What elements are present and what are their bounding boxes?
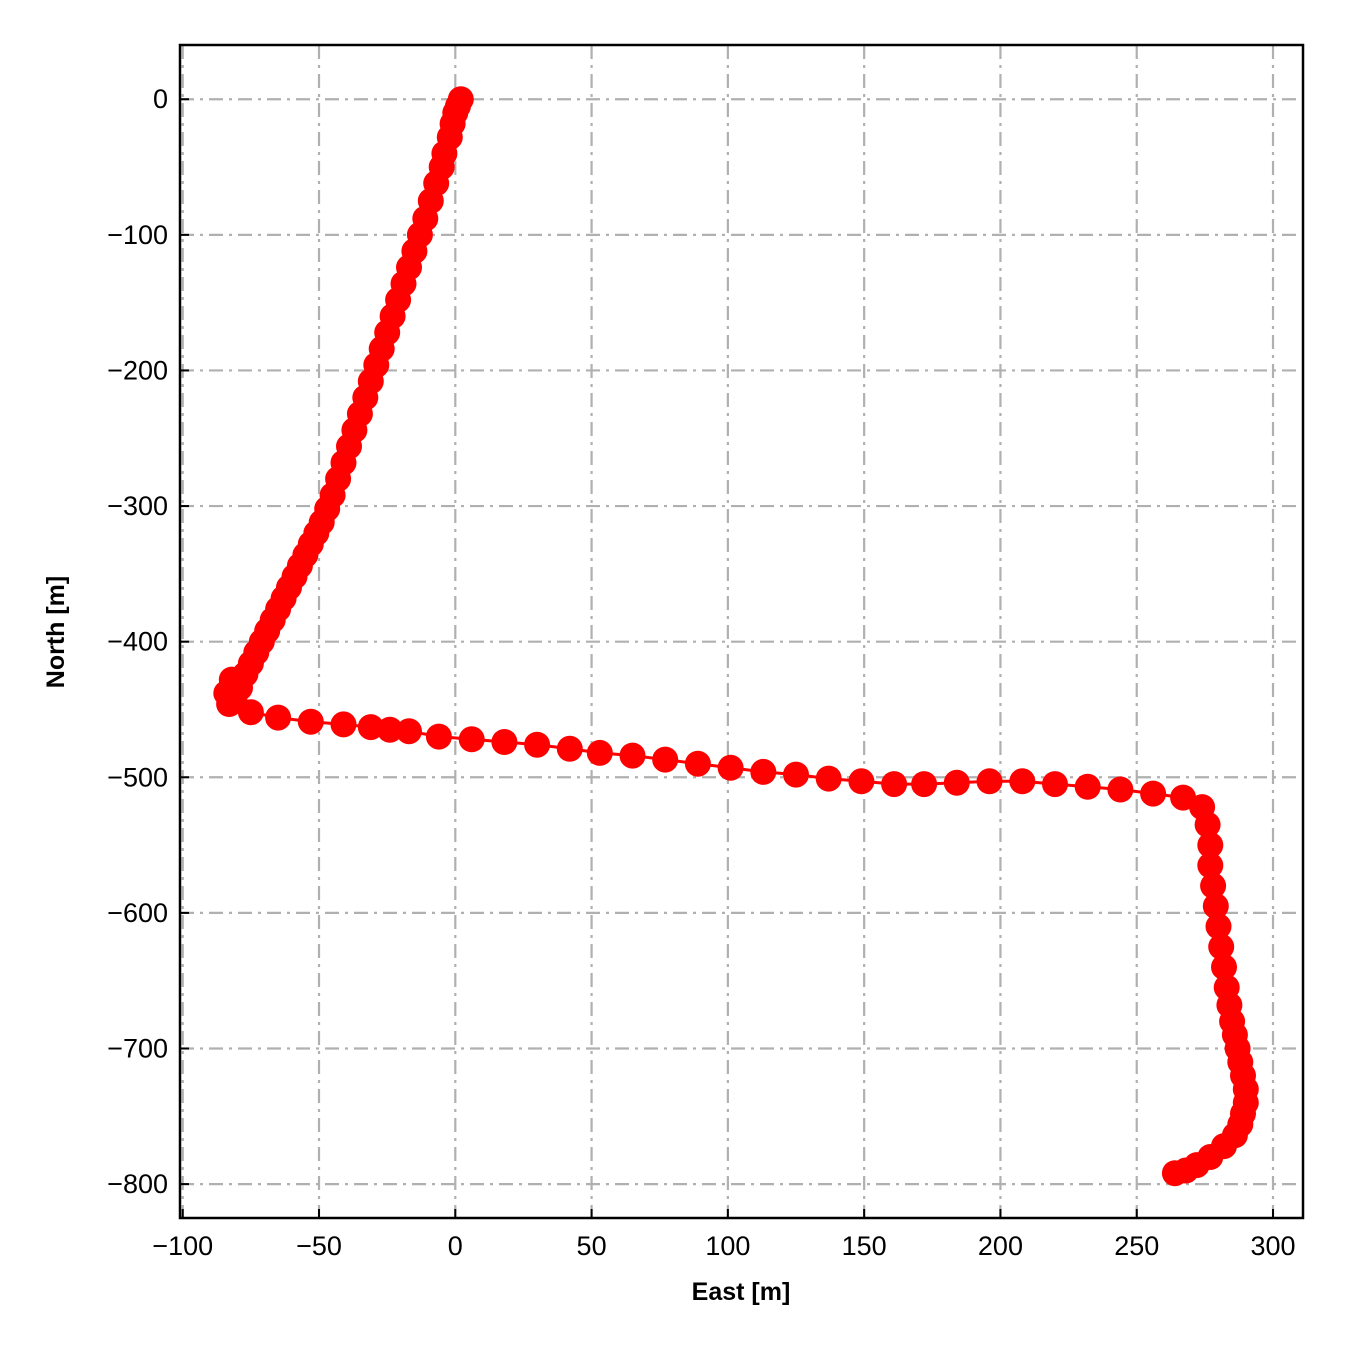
trajectory-point: [717, 754, 744, 781]
x-tick-label: −100: [152, 1231, 213, 1261]
trajectory-point: [357, 714, 384, 741]
trajectory-point: [1194, 811, 1221, 838]
x-tick-label: −50: [296, 1231, 342, 1261]
trajectory-point: [396, 718, 422, 745]
trajectory-point: [586, 739, 613, 766]
trajectory-point: [1197, 832, 1224, 859]
x-tick-label: 200: [978, 1231, 1023, 1261]
x-tick-label: 0: [448, 1231, 463, 1261]
y-tick-label: −400: [107, 627, 168, 657]
x-tick-label: 100: [705, 1231, 750, 1261]
trajectory-point: [911, 771, 938, 798]
y-tick-label: −700: [107, 1033, 168, 1063]
trajectory-point: [1211, 954, 1237, 981]
trajectory-point: [1074, 773, 1101, 800]
trajectory-point: [1200, 872, 1227, 899]
trajectory-point: [330, 711, 357, 738]
trajectory-point: [1042, 771, 1068, 798]
y-tick-label: −500: [107, 762, 168, 792]
trajectory-point: [458, 726, 485, 753]
series-layer: [213, 86, 1259, 1187]
trajectory-point: [218, 666, 245, 693]
trajectory-point: [425, 723, 452, 750]
trajectory-point: [491, 729, 518, 755]
trajectory-point: [652, 746, 679, 773]
trajectory-point: [943, 769, 970, 796]
trajectory-point: [1202, 893, 1229, 920]
trajectory-point: [1107, 776, 1134, 803]
x-axis-label: East [m]: [692, 1278, 791, 1306]
trajectory-point: [783, 761, 809, 788]
trajectory-point: [750, 758, 777, 785]
trajectory-point: [376, 716, 403, 743]
trajectory-point: [265, 704, 292, 731]
trajectory-point: [1205, 913, 1232, 940]
trajectory-point: [556, 735, 583, 762]
y-axis-label: North [m]: [42, 576, 70, 688]
y-tick-label: −800: [107, 1169, 168, 1199]
y-tick-label: 0: [153, 84, 168, 114]
trajectory-point: [524, 731, 551, 758]
trajectory-point: [815, 765, 842, 792]
trajectory-point: [297, 708, 324, 735]
axis-ticks: −100 −50 0 50 100 150 200 250 3000−100−200−300−4…: [107, 84, 1295, 1261]
y-tick-label: −300: [107, 491, 168, 521]
trajectory-point: [1208, 933, 1235, 960]
x-tick-label: 250: [1114, 1231, 1159, 1261]
trajectory-point: [881, 771, 908, 798]
y-tick-label: −600: [107, 898, 168, 928]
trajectory-point: [1161, 1160, 1188, 1187]
trajectory-point: [976, 768, 1003, 795]
x-tick-label: 300: [1250, 1231, 1295, 1261]
trajectory-point: [1009, 768, 1036, 795]
trajectory-point: [237, 699, 264, 726]
y-tick-label: −200: [107, 355, 168, 385]
x-tick-label: 150: [842, 1231, 887, 1261]
y-tick-label: −100: [107, 220, 168, 250]
trajectory-point: [848, 768, 875, 795]
plot-frame: [178, 43, 1305, 1220]
trajectory-point: [619, 742, 646, 769]
x-tick-label: 50: [577, 1231, 607, 1261]
trajectory-line: [224, 98, 1248, 1175]
trajectory-point: [684, 750, 711, 777]
trajectory-point: [1140, 780, 1167, 807]
grid-lines: [180, 45, 1303, 1218]
trajectory-point: [1197, 852, 1224, 879]
